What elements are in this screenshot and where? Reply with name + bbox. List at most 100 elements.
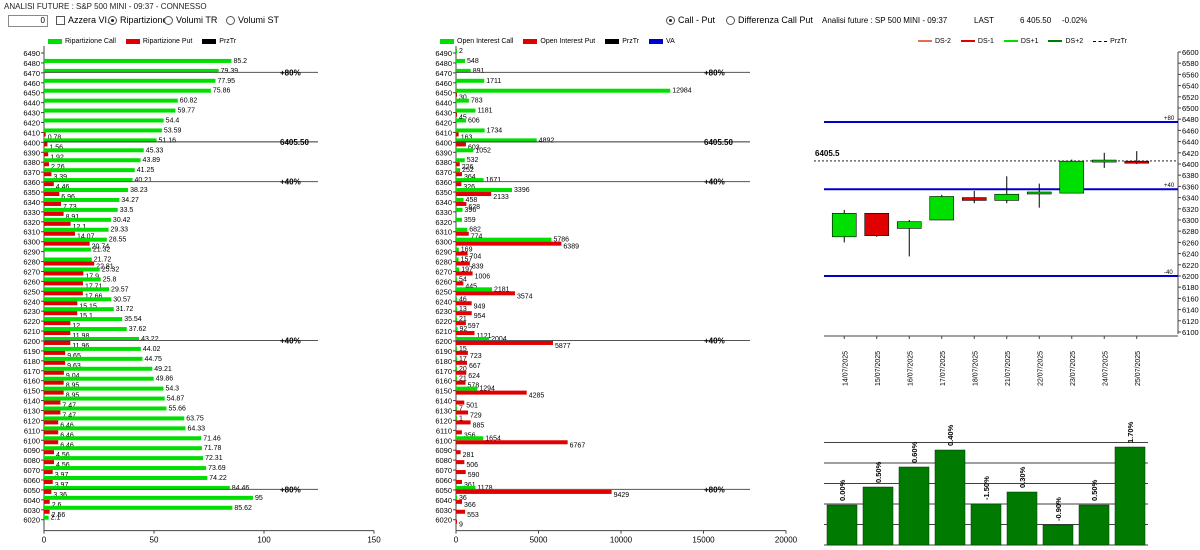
call-bar <box>44 416 185 421</box>
call-bar-label: 71.46 <box>203 435 221 442</box>
candle-y-tick-label: 6160 <box>1182 294 1199 303</box>
call-bar <box>456 108 476 113</box>
y-tick-label: 6250 <box>23 287 40 296</box>
y-tick-label: 6350 <box>23 188 40 197</box>
candle-y-tick-label: 6340 <box>1182 194 1199 203</box>
put-bar <box>44 241 90 246</box>
value-spinner[interactable]: 0 <box>8 15 48 27</box>
call-bar-label: 51.16 <box>159 137 177 144</box>
call-bar-label: 21.72 <box>94 257 112 264</box>
y-tick-label: 6040 <box>23 496 40 505</box>
put-bar-label: 7.47 <box>62 412 76 419</box>
candle-x-tick-label: 18/07/2025 <box>972 351 979 386</box>
mid-chart-legend: Open Interest Call Open Interest Put Prz… <box>440 38 683 45</box>
put-bar-label: 11.96 <box>72 343 89 350</box>
legend-label: VA <box>666 38 675 45</box>
diff-call-put-radio[interactable] <box>726 16 735 25</box>
call-bar-label: 606 <box>468 118 480 125</box>
call-bar-label: 197 <box>461 266 473 273</box>
put-bar <box>44 301 78 306</box>
window-title: ANALISI FUTURE : S&P 500 MINI - 09:37 - … <box>4 2 207 11</box>
level-marker-label: +80% <box>704 485 725 494</box>
call-bar-label: 84.46 <box>232 485 250 492</box>
y-tick-label: 6450 <box>23 89 40 98</box>
put-bar-label: 163 <box>461 134 473 141</box>
put-bar <box>456 440 568 445</box>
call-bar <box>44 475 208 480</box>
call-bar <box>44 108 176 113</box>
put-bar-label: 17.71 <box>85 283 103 290</box>
call-bar <box>44 356 143 361</box>
call-bar <box>456 287 492 292</box>
legend-label: DS-2 <box>935 38 951 45</box>
y-tick-label: 6480 <box>435 59 452 68</box>
put-bar <box>456 271 473 276</box>
call-bar <box>456 376 457 381</box>
call-bar-label: 25.8 <box>103 276 117 283</box>
y-tick-label: 6170 <box>435 367 452 376</box>
change-bar-label: 0.60% <box>910 441 919 463</box>
put-bar <box>44 271 84 276</box>
call-bar <box>44 327 127 332</box>
future-name: Analisi future : SP 500 MINI - 09:37 <box>822 16 948 25</box>
legend-item-va: VA <box>649 38 675 45</box>
y-tick-label: 6340 <box>435 198 452 207</box>
put-bar <box>456 340 553 345</box>
call-bar <box>44 485 230 490</box>
put-bar <box>456 370 467 375</box>
put-bar-label: 2133 <box>493 194 509 201</box>
y-tick-label: 6460 <box>435 79 452 88</box>
call-bar <box>456 317 457 322</box>
candle-x-tick-label: 14/07/2025 <box>842 351 849 386</box>
candle-x-tick-label: 15/07/2025 <box>875 351 882 386</box>
put-bar <box>44 360 66 365</box>
y-tick-label: 6150 <box>435 387 452 396</box>
call-bar-label: 21 <box>459 376 467 383</box>
candle-y-tick-label: 6320 <box>1182 205 1199 214</box>
put-bar-label: 12 <box>72 323 80 330</box>
put-bar-label: 12.1 <box>73 224 87 231</box>
candle-x-tick-label: 16/07/2025 <box>907 351 914 386</box>
y-tick-label: 6390 <box>23 148 40 157</box>
candle-body <box>929 196 955 221</box>
put-bar <box>44 430 59 435</box>
put-bar <box>44 291 83 296</box>
level-marker-label: 6405.50 <box>704 138 733 147</box>
put-bar-label: 3.97 <box>55 472 69 479</box>
call-bar <box>44 168 135 173</box>
call-bar <box>44 346 141 351</box>
call-bar-label: 2181 <box>494 286 510 293</box>
call-bar <box>44 78 216 83</box>
candle-x-tick-label: 22/07/2025 <box>1037 351 1044 386</box>
candle-y-tick-label: 6500 <box>1182 104 1199 113</box>
call-bar-label: 2004 <box>491 336 507 343</box>
put-bar-label: 704 <box>470 254 482 261</box>
candle-y-tick-label: 6440 <box>1182 138 1199 147</box>
y-tick-label: 6420 <box>23 119 40 128</box>
call-bar <box>456 98 469 103</box>
put-bar <box>44 470 53 475</box>
ripartizione-radio[interactable] <box>108 16 117 25</box>
put-bar-label: 3.36 <box>53 492 67 499</box>
candle-body <box>961 197 987 201</box>
call-bar <box>44 515 49 520</box>
candle-y-tick-label: 6460 <box>1182 126 1199 135</box>
azzera-checkbox[interactable] <box>56 16 65 25</box>
change-bar <box>970 503 1002 546</box>
change-bar-label: -0.90% <box>1054 497 1063 521</box>
put-bar-label: 0.78 <box>48 134 62 141</box>
call-put-radio[interactable] <box>666 16 675 25</box>
call-bar <box>456 148 474 153</box>
put-bar-label: 2.56 <box>52 512 66 519</box>
volumi-tr-radio[interactable] <box>164 16 173 25</box>
y-tick-label: 6350 <box>435 188 452 197</box>
call-bar-label: 38.23 <box>130 187 148 194</box>
change-bar-label: 0.00% <box>838 479 847 501</box>
call-bar-label: 29.33 <box>111 227 129 234</box>
put-bar <box>44 440 59 445</box>
call-bar-label: 31.72 <box>116 306 134 313</box>
volumi-st-radio[interactable] <box>226 16 235 25</box>
put-bar-label: 4.56 <box>56 452 70 459</box>
call-bar-label: 34.27 <box>121 197 139 204</box>
y-tick-label: 6470 <box>23 69 40 78</box>
